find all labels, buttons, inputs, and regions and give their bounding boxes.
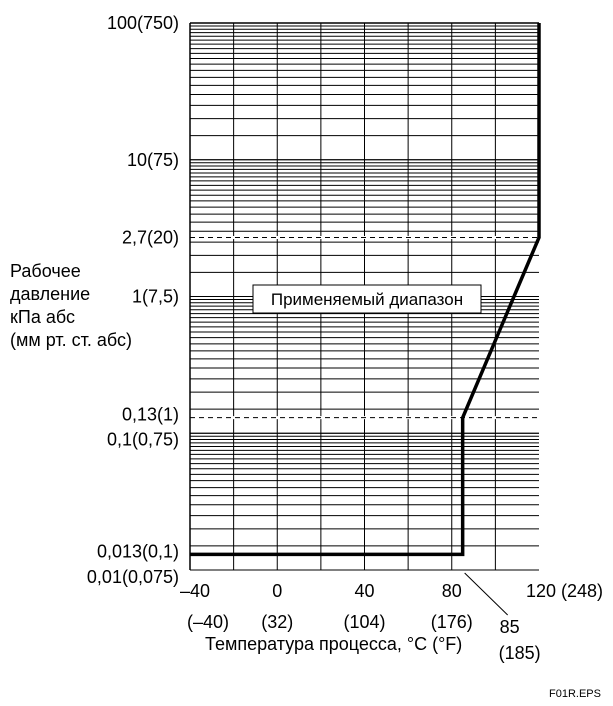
y-axis-title: Рабочее давление кПа абс (мм рт. ст. абс… xyxy=(10,260,132,352)
application-range-boundary xyxy=(190,23,541,557)
x-tick-label: 80 xyxy=(442,581,462,601)
x-tick-sublabel: (176) xyxy=(431,612,473,632)
x-tick-label: 0 xyxy=(272,581,282,601)
annotation-box xyxy=(252,284,482,314)
x-tick-sublabel: (32) xyxy=(261,612,293,632)
y-tick-label: 10(75) xyxy=(127,150,179,170)
y-tick-label: 2,7(20) xyxy=(122,228,179,248)
y-tick-label: 1(7,5) xyxy=(132,287,179,307)
x-marker-label: 85 xyxy=(500,617,520,637)
y-axis-title-line: кПа абс xyxy=(10,307,75,327)
figure-code: F01R.EPS xyxy=(549,688,601,700)
x-tick-sublabel: (–40) xyxy=(187,612,229,632)
annotation-text: Применяемый диапазон xyxy=(271,290,463,309)
dashed-reference-lines xyxy=(190,236,539,420)
y-tick-label: 0,1(0,75) xyxy=(107,429,179,449)
y-tick-label: 0,013(0,1) xyxy=(97,541,179,561)
y-axis-title-line: давление xyxy=(10,284,91,304)
y-tick-labels: 100(750) 10(75) 2,7(20) 1(7,5) 0,13(1) 0,1(0,… xyxy=(87,13,179,587)
x-tick-labels: –40 (–40) 0 (32) 40 (104) 80 (176) 120 (248) 85 (1… xyxy=(180,572,603,663)
plot-frame xyxy=(189,22,539,571)
y-tick-label: 100(750) xyxy=(107,13,179,33)
x-tick-label: 40 xyxy=(354,581,374,601)
x-axis-title: Температура процесса, °C (°F) xyxy=(205,634,463,654)
marker-leader-line xyxy=(464,572,509,616)
x-marker-sublabel: (185) xyxy=(499,643,541,663)
y-tick-label: 0,13(1) xyxy=(122,405,179,425)
boundary-line xyxy=(190,23,541,557)
y-axis-title-line: Рабочее xyxy=(10,261,81,281)
x-tick-label: 120 (248) xyxy=(526,581,603,601)
x-tick-sublabel: (104) xyxy=(343,612,385,632)
annotation-group: Применяемый диапазон xyxy=(252,284,482,314)
y-axis-title-line: (мм рт. ст. абс) xyxy=(10,330,132,350)
x-tick-label: –40 xyxy=(180,581,210,601)
y-tick-label: 0,01(0,075) xyxy=(87,567,179,587)
grid xyxy=(190,23,539,570)
